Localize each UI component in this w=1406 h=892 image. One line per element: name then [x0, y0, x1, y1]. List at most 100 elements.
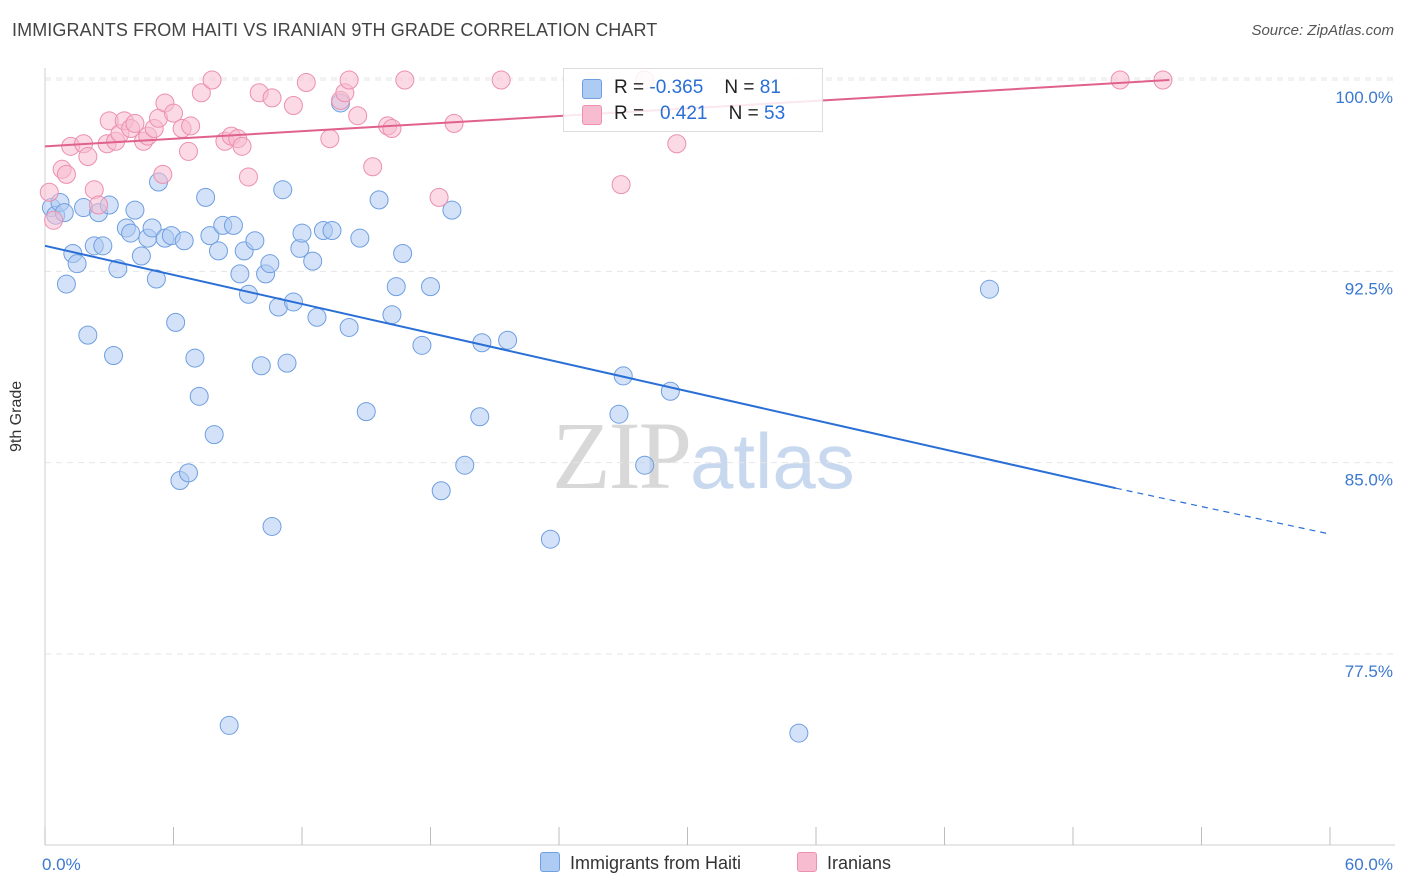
- haiti-point: [421, 277, 440, 297]
- y-axis-title: 9th Grade: [8, 380, 25, 452]
- haiti-point: [189, 386, 209, 406]
- iranian-point: [125, 113, 145, 133]
- chart-title: IMMIGRANTS FROM HAITI VS IRANIAN 9TH GRA…: [12, 20, 658, 40]
- haiti-point: [498, 330, 518, 350]
- haiti-point: [442, 200, 462, 220]
- haiti-point: [470, 407, 490, 427]
- correlation-legend: R = -0.365 N = 81 R = 0.421 N = 53: [563, 68, 823, 132]
- haiti-point: [356, 402, 376, 422]
- haiti-trend-line-extension: [1115, 487, 1331, 535]
- haiti-point: [393, 243, 413, 263]
- haiti-point: [219, 715, 239, 735]
- x-tick-label-max: 60.0%: [1345, 855, 1393, 874]
- bottom-legend-label-haiti: Immigrants from Haiti: [570, 853, 742, 873]
- iranian-point: [238, 167, 258, 187]
- haiti-point: [386, 277, 406, 297]
- haiti-point: [262, 516, 282, 536]
- haiti-point: [223, 215, 243, 235]
- iranian-point: [611, 175, 631, 195]
- haiti-point: [789, 723, 809, 743]
- haiti-point: [350, 228, 370, 248]
- legend-swatch-iranians: [582, 105, 602, 125]
- haiti-point: [174, 231, 194, 251]
- iranian-point: [262, 88, 282, 108]
- haiti-point: [979, 279, 999, 299]
- haiti-point: [166, 312, 186, 332]
- legend-r-label: R =: [614, 103, 645, 124]
- haiti-point: [178, 463, 198, 483]
- haiti-point: [412, 335, 432, 355]
- iranian-point: [429, 187, 449, 207]
- legend-r-value-haiti: -0.365: [649, 77, 704, 98]
- haiti-point: [251, 356, 271, 376]
- haiti-point: [67, 254, 87, 274]
- iranian-point: [296, 73, 316, 93]
- haiti-point: [78, 325, 98, 345]
- haiti-point: [455, 455, 475, 475]
- haiti-point: [204, 425, 224, 445]
- iranian-point: [320, 129, 340, 149]
- bottom-legend-haiti[interactable]: Immigrants from Haiti: [540, 852, 741, 874]
- haiti-point: [104, 346, 124, 366]
- y-tick-label: 100.0%: [1335, 88, 1393, 107]
- iranian-point: [44, 210, 64, 230]
- haiti-point: [635, 455, 655, 475]
- haiti-point: [93, 236, 113, 256]
- bottom-legend-swatch-haiti: [540, 852, 560, 872]
- iranian-point: [395, 70, 415, 90]
- iranian-point: [232, 136, 252, 156]
- iranian-point: [382, 118, 402, 138]
- haiti-point: [273, 180, 293, 200]
- x-tick-label-min: 0.0%: [42, 855, 81, 874]
- legend-n-value-haiti: 81: [759, 77, 781, 98]
- iranian-point: [283, 96, 303, 116]
- watermark-atlas: atlas: [690, 417, 855, 505]
- legend-n-label: N =: [724, 77, 755, 98]
- haiti-point: [369, 190, 389, 210]
- bottom-legend-swatch-iranians: [797, 852, 817, 872]
- bottom-legend-label-iranians: Iranians: [827, 853, 892, 873]
- haiti-point: [185, 348, 205, 368]
- iranian-point: [78, 147, 98, 167]
- iranian-point: [39, 182, 59, 202]
- iranian-point: [178, 141, 198, 161]
- haiti-point: [307, 307, 327, 327]
- haiti-point: [382, 305, 402, 325]
- iranian-point: [181, 116, 201, 136]
- haiti-point: [260, 254, 280, 274]
- source-label: Source: ZipAtlas.com: [1251, 22, 1394, 39]
- y-tick-label: 77.5%: [1345, 662, 1393, 681]
- haiti-point: [540, 529, 560, 549]
- haiti-point: [245, 231, 265, 251]
- bottom-legend-iranians[interactable]: Iranians: [797, 852, 891, 874]
- haiti-point: [121, 223, 141, 243]
- haiti-point: [142, 218, 162, 238]
- haiti-point: [196, 187, 216, 207]
- haiti-point: [339, 317, 359, 337]
- iranian-point: [153, 164, 173, 184]
- haiti-point: [125, 200, 145, 220]
- haiti-point: [131, 246, 151, 266]
- iranian-point: [339, 70, 359, 90]
- haiti-point: [303, 251, 323, 271]
- iranian-point: [89, 195, 109, 215]
- haiti-point: [146, 269, 166, 289]
- haiti-point: [609, 404, 629, 424]
- haiti-point: [208, 241, 228, 261]
- iranian-point: [667, 134, 687, 154]
- legend-r-label: R =: [614, 77, 645, 98]
- haiti-trend-line: [44, 244, 1117, 490]
- y-tick-label: 85.0%: [1345, 471, 1393, 490]
- haiti-point: [56, 274, 76, 294]
- legend-swatch-haiti: [582, 79, 602, 99]
- iranian-point: [202, 70, 222, 90]
- legend-n-label: N =: [728, 103, 759, 124]
- iranian-point: [491, 70, 511, 90]
- iranian-point: [363, 157, 383, 177]
- haiti-point: [322, 221, 342, 241]
- iranian-point: [56, 164, 76, 184]
- haiti-point: [431, 481, 451, 501]
- haiti-point: [230, 264, 250, 284]
- haiti-point: [292, 223, 312, 243]
